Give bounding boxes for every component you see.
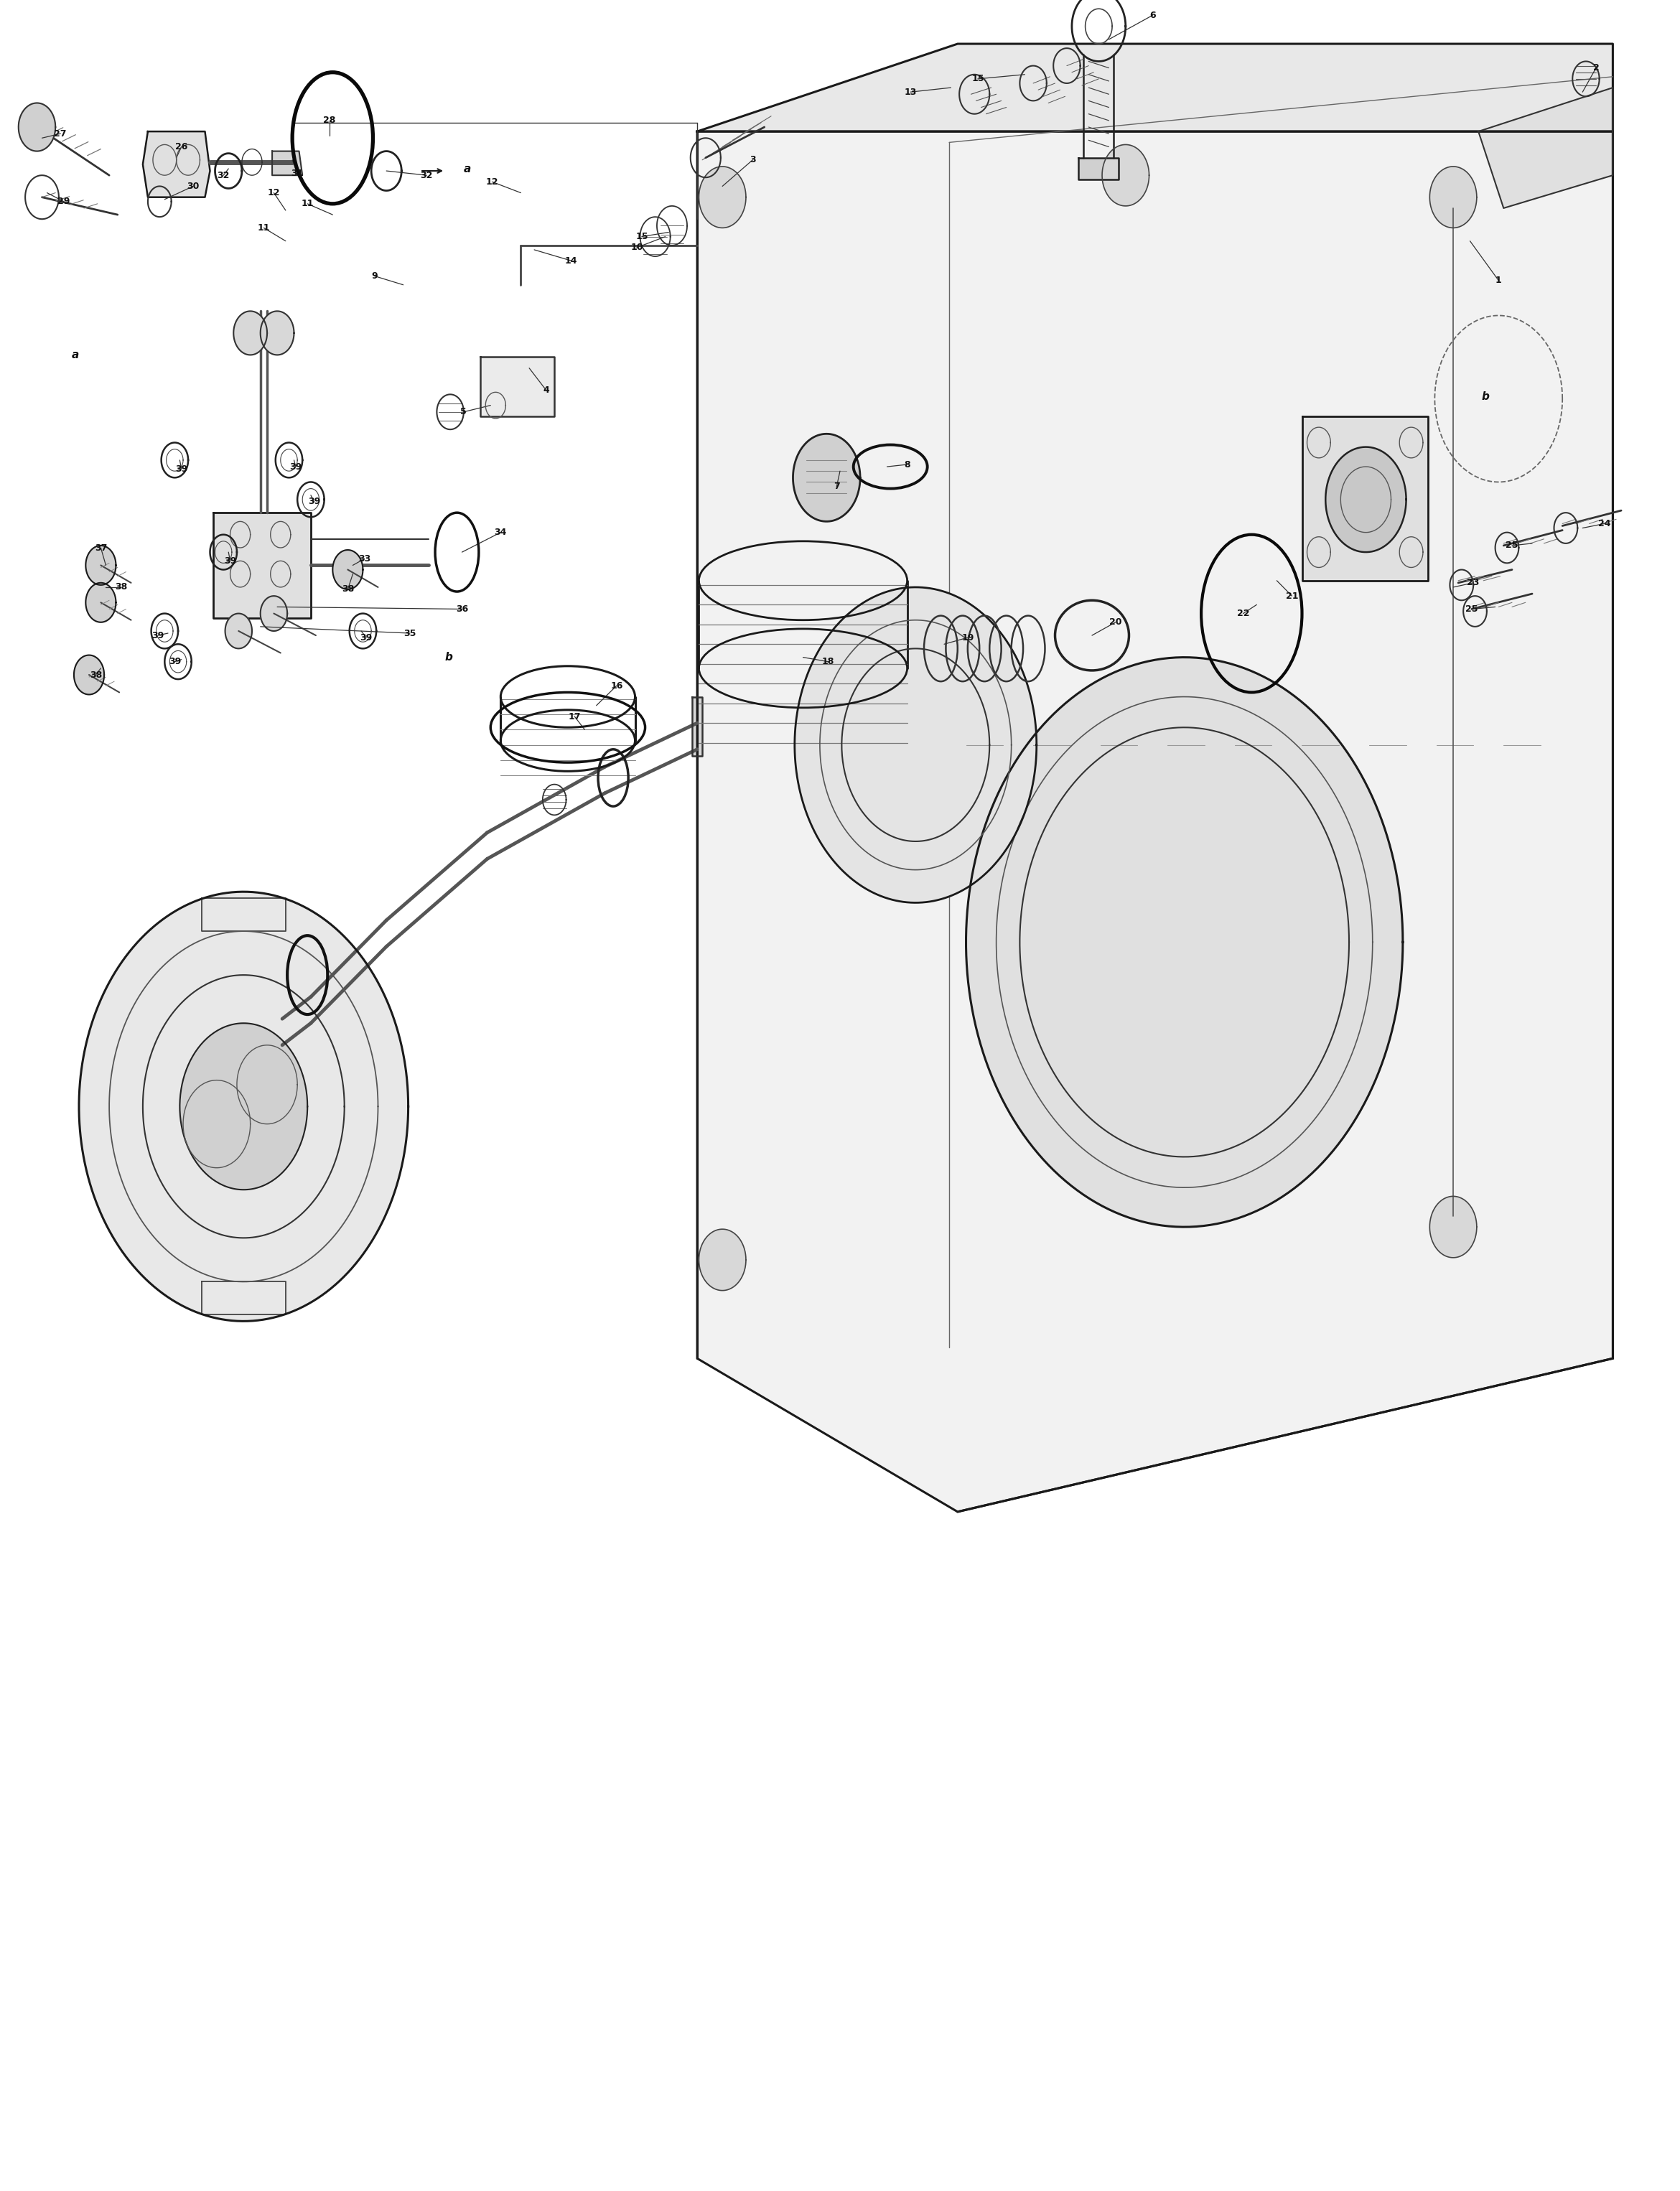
Text: 39: 39 bbox=[223, 557, 237, 565]
Text: 10: 10 bbox=[630, 243, 643, 252]
Polygon shape bbox=[79, 892, 408, 1321]
Polygon shape bbox=[1079, 158, 1119, 180]
Text: 15: 15 bbox=[971, 74, 984, 83]
Text: 18: 18 bbox=[822, 657, 835, 666]
Text: 31: 31 bbox=[291, 169, 304, 177]
Polygon shape bbox=[697, 131, 1613, 1512]
Text: 22: 22 bbox=[1236, 609, 1250, 618]
Text: 29: 29 bbox=[57, 197, 71, 206]
Polygon shape bbox=[1430, 1196, 1477, 1258]
Text: 39: 39 bbox=[360, 633, 373, 642]
Text: 36: 36 bbox=[455, 605, 469, 613]
Polygon shape bbox=[86, 583, 116, 622]
Text: 19: 19 bbox=[961, 633, 974, 642]
Text: 11: 11 bbox=[257, 223, 270, 232]
Text: 11: 11 bbox=[301, 199, 314, 208]
Polygon shape bbox=[1302, 416, 1428, 581]
Polygon shape bbox=[793, 434, 860, 521]
Text: 1: 1 bbox=[1495, 276, 1502, 285]
Polygon shape bbox=[86, 546, 116, 585]
Text: 13: 13 bbox=[904, 88, 917, 96]
Text: 3: 3 bbox=[749, 156, 756, 164]
Text: 27: 27 bbox=[54, 129, 67, 138]
Text: 25: 25 bbox=[1465, 605, 1478, 613]
Polygon shape bbox=[18, 103, 55, 151]
Polygon shape bbox=[333, 550, 363, 589]
Text: 14: 14 bbox=[564, 256, 578, 265]
Text: 8: 8 bbox=[904, 460, 911, 469]
Polygon shape bbox=[260, 311, 294, 355]
Polygon shape bbox=[692, 697, 702, 756]
Text: 4: 4 bbox=[543, 386, 549, 394]
Text: 28: 28 bbox=[323, 116, 336, 125]
Text: 39: 39 bbox=[307, 497, 321, 506]
Polygon shape bbox=[1430, 167, 1477, 228]
Polygon shape bbox=[966, 657, 1403, 1227]
Text: b: b bbox=[1482, 392, 1488, 401]
Text: 38: 38 bbox=[114, 583, 128, 592]
Text: 30: 30 bbox=[186, 182, 200, 191]
Text: 38: 38 bbox=[89, 670, 102, 679]
Text: a: a bbox=[72, 351, 79, 359]
Text: 2: 2 bbox=[1593, 64, 1599, 72]
Polygon shape bbox=[234, 311, 267, 355]
Text: 32: 32 bbox=[420, 171, 433, 180]
Text: 35: 35 bbox=[403, 629, 417, 638]
Text: 15: 15 bbox=[635, 232, 648, 241]
Text: a: a bbox=[464, 164, 470, 173]
Text: 39: 39 bbox=[175, 464, 188, 473]
Polygon shape bbox=[272, 151, 302, 175]
Text: 20: 20 bbox=[1109, 618, 1122, 627]
Polygon shape bbox=[143, 131, 210, 197]
Text: 23: 23 bbox=[1467, 578, 1480, 587]
Text: 25: 25 bbox=[1505, 541, 1519, 550]
Text: 34: 34 bbox=[494, 528, 507, 537]
Text: 12: 12 bbox=[267, 188, 281, 197]
Polygon shape bbox=[202, 1282, 286, 1315]
Polygon shape bbox=[697, 44, 1613, 131]
Text: 39: 39 bbox=[168, 657, 181, 666]
Polygon shape bbox=[795, 587, 1037, 903]
Polygon shape bbox=[699, 1229, 746, 1290]
Polygon shape bbox=[74, 655, 104, 695]
Polygon shape bbox=[699, 167, 746, 228]
Text: 39: 39 bbox=[151, 631, 165, 640]
Text: 37: 37 bbox=[94, 543, 108, 552]
Text: 38: 38 bbox=[341, 585, 354, 594]
Polygon shape bbox=[1478, 88, 1613, 208]
Polygon shape bbox=[202, 898, 286, 931]
Text: 26: 26 bbox=[175, 142, 188, 151]
Polygon shape bbox=[213, 513, 311, 618]
Polygon shape bbox=[480, 357, 554, 416]
Text: b: b bbox=[445, 653, 452, 662]
Text: 9: 9 bbox=[371, 272, 378, 280]
Text: 5: 5 bbox=[460, 408, 467, 416]
Polygon shape bbox=[1102, 145, 1149, 206]
Text: 33: 33 bbox=[358, 554, 371, 563]
Text: 32: 32 bbox=[217, 171, 230, 180]
Text: 6: 6 bbox=[1149, 11, 1156, 20]
Text: 12: 12 bbox=[486, 177, 499, 186]
Polygon shape bbox=[260, 596, 287, 631]
Text: 7: 7 bbox=[833, 482, 840, 491]
Polygon shape bbox=[1326, 447, 1406, 552]
Text: 16: 16 bbox=[610, 681, 623, 690]
Polygon shape bbox=[180, 1023, 307, 1190]
Text: 39: 39 bbox=[289, 462, 302, 471]
Text: 24: 24 bbox=[1598, 519, 1611, 528]
Polygon shape bbox=[225, 613, 252, 649]
Text: 21: 21 bbox=[1285, 592, 1299, 600]
Text: 17: 17 bbox=[568, 712, 581, 721]
